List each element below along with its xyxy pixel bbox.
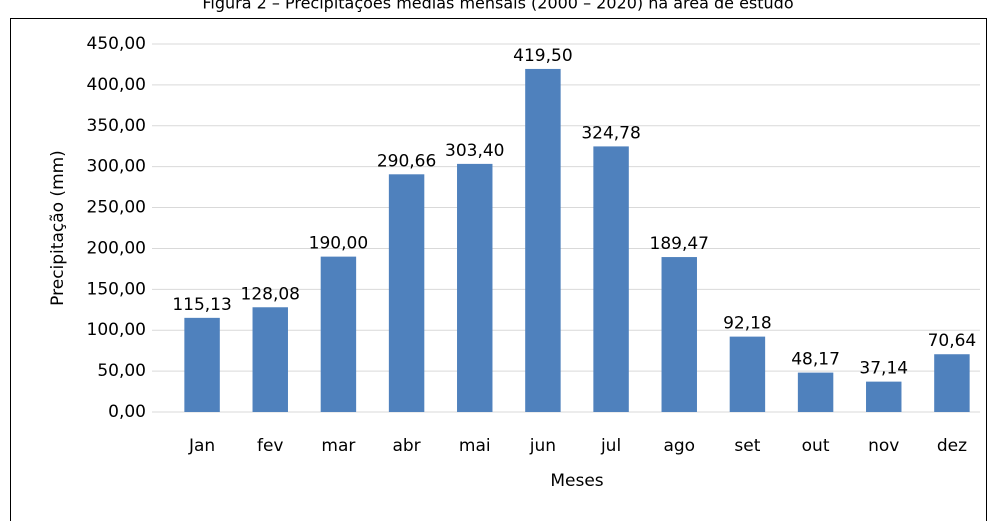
bar [866,381,902,412]
data-label: 48,17 [791,350,840,370]
x-tick-label: ago [663,436,695,456]
y-tick-label: 200,00 [87,238,146,258]
data-label: 115,13 [172,295,231,315]
y-tick-label: 100,00 [87,320,146,340]
y-tick-label: 350,00 [87,116,146,136]
chart-border [10,18,987,521]
data-label: 37,14 [859,359,908,379]
x-tick-label: mai [459,436,491,456]
bar [593,146,629,412]
y-tick-label: 250,00 [87,198,146,218]
bar [184,317,220,412]
x-axis-label: Meses [550,471,603,491]
bar [729,336,766,412]
bar [661,257,697,412]
data-label: 128,08 [241,284,300,304]
x-tick-label: jul [600,436,621,456]
x-tick-label: fev [257,436,284,456]
bar [934,354,970,412]
x-tick-label: jun [529,436,556,456]
bar [525,68,561,412]
y-tick-label: 300,00 [87,157,146,177]
x-tick-label: mar [321,436,355,456]
bar [457,163,493,412]
x-tick-label: abr [392,436,420,456]
y-tick-label: 450,00 [87,34,146,54]
data-label: 290,66 [377,151,436,171]
x-tick-label: set [734,436,760,456]
bar [388,174,425,412]
data-label: 324,78 [581,123,640,143]
y-tick-label: 150,00 [87,279,146,299]
x-tick-label: nov [868,436,899,456]
y-tick-label: 50,00 [97,361,146,381]
x-tick-label: Jan [188,436,215,456]
y-tick-label: 400,00 [87,75,146,95]
x-tick-label: out [802,436,830,456]
bar [797,372,834,412]
data-label: 189,47 [650,234,709,254]
data-label: 70,64 [928,331,977,351]
data-label: 190,00 [309,234,368,254]
data-label: 92,18 [723,314,772,334]
y-axis-label: Precipitação (mm) [48,150,68,306]
y-tick-label: 0,00 [108,402,146,422]
bar [320,256,357,412]
chart-title: Figura 2 – Precipitações médias mensais … [202,0,793,13]
bar [252,307,288,412]
data-label: 419,50 [513,46,572,66]
x-tick-label: dez [937,436,967,456]
data-label: 303,40 [445,141,504,161]
